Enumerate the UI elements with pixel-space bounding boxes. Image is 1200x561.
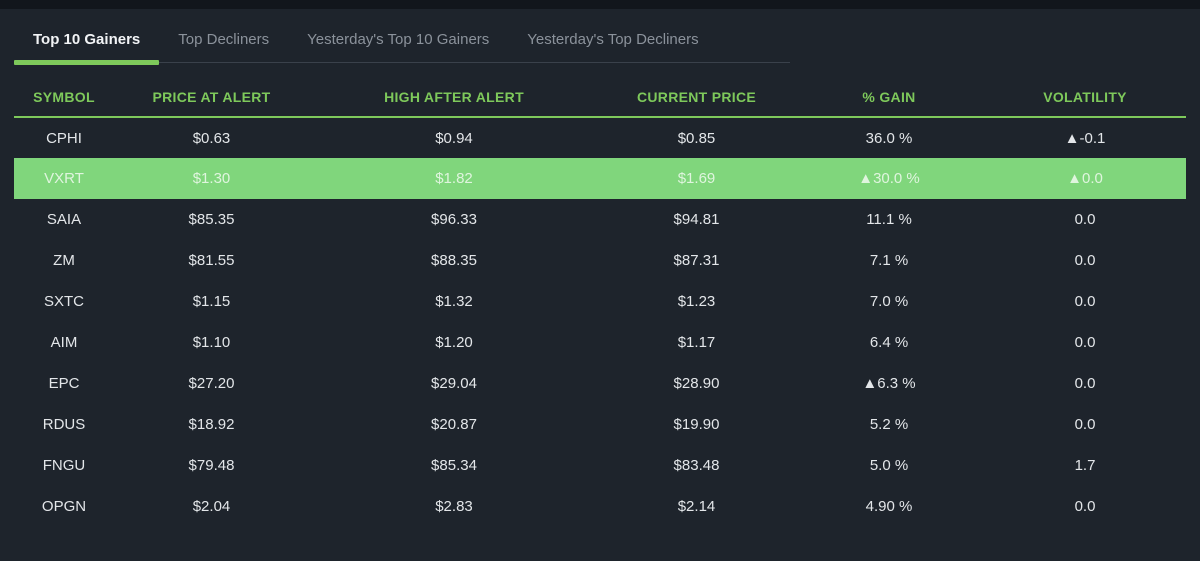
table-row-vxrt[interactable]: VXRT $1.30 $1.82 $1.69 ▲30.0 % ▲0.0: [14, 158, 1186, 199]
cell-gain: 7.1 %: [869, 252, 909, 269]
cell-high-after-alert: $96.33: [431, 211, 477, 228]
cell-price-at-alert: $0.63: [192, 129, 231, 147]
gainers-table: SYMBOL PRICE AT ALERT HIGH AFTER ALERT CURR…: [14, 63, 1186, 527]
cell-current-price: $94.81: [673, 211, 720, 228]
table-row-rdus[interactable]: RDUS $18.92 $20.87 $19.90 5.2 % 0.0: [14, 404, 1186, 445]
cell-high-after-alert: $2.83: [435, 498, 473, 515]
cell-gain: ▲30.0 %: [858, 170, 920, 187]
cell-price-at-alert: $27.20: [188, 375, 235, 392]
cell-symbol: RDUS: [42, 416, 86, 433]
cell-volatility: ▲-0.1: [1064, 129, 1106, 147]
cell-gain: 5.2 %: [869, 416, 909, 433]
cell-current-price: $2.14: [677, 498, 716, 515]
column-header-symbol: SYMBOL: [14, 63, 114, 118]
column-header-volatility: VOLATILITY: [984, 63, 1186, 118]
cell-high-after-alert: $20.87: [431, 416, 477, 433]
cell-gain: 36.0 %: [865, 129, 913, 147]
cell-current-price: $19.90: [673, 416, 720, 433]
table-body: CPHI $0.63 $0.94 $0.85 36.0 % ▲-0.1 VXRT $1.30 $…: [14, 117, 1186, 527]
table-row-zm[interactable]: ZM $81.55 $88.35 $87.31 7.1 % 0.0: [14, 240, 1186, 281]
cell-gain: 4.90 %: [865, 498, 913, 515]
tab-bar: Top 10 Gainers Top Decliners Yesterday's T…: [14, 9, 790, 65]
table-row-fngu[interactable]: FNGU $79.48 $85.34 $83.48 5.0 % 1.7: [14, 445, 1186, 486]
cell-gain: ▲6.3 %: [862, 375, 916, 392]
cell-symbol: AIM: [50, 334, 78, 351]
table-header-row: SYMBOL PRICE AT ALERT HIGH AFTER ALERT CURR…: [14, 63, 1186, 118]
cell-symbol: SAIA: [46, 211, 82, 228]
cell-price-at-alert: $1.10: [192, 334, 231, 351]
cell-current-price: $0.85: [677, 129, 716, 147]
tab-yesterday-s-top-decliners[interactable]: Yesterday's Top Decliners: [527, 31, 699, 48]
cell-high-after-alert: $1.32: [435, 293, 473, 310]
cell-price-at-alert: $79.48: [188, 457, 235, 474]
cell-price-at-alert: $18.92: [188, 416, 235, 433]
cell-symbol: VXRT: [44, 170, 84, 187]
cell-current-price: $1.23: [677, 293, 716, 310]
cell-price-at-alert: $81.55: [188, 252, 235, 269]
cell-price-at-alert: $1.30: [192, 170, 231, 187]
table-row-saia[interactable]: SAIA $85.35 $96.33 $94.81 11.1 % 0.0: [14, 199, 1186, 240]
cell-gain: 7.0 %: [869, 293, 909, 310]
table-row-aim[interactable]: AIM $1.10 $1.20 $1.17 6.4 % 0.0: [14, 322, 1186, 363]
cell-current-price: $87.31: [673, 252, 720, 269]
cell-price-at-alert: $1.15: [192, 293, 231, 310]
table-row-sxtc[interactable]: SXTC $1.15 $1.32 $1.23 7.0 % 0.0: [14, 281, 1186, 322]
cell-price-at-alert: $85.35: [188, 211, 235, 228]
column-header-price-at-alert: PRICE AT ALERT: [114, 63, 309, 118]
cell-high-after-alert: $1.20: [435, 334, 473, 351]
cell-symbol: FNGU: [42, 457, 86, 474]
tab-top-10-gainers[interactable]: Top 10 Gainers: [14, 19, 160, 65]
cell-volatility: 0.0: [1074, 293, 1096, 310]
cell-gain: 6.4 %: [869, 334, 909, 351]
gainers-panel: Top 10 Gainers Top Decliners Yesterday's T…: [0, 9, 1200, 561]
cell-price-at-alert: $2.04: [192, 498, 231, 515]
cell-gain: 5.0 %: [869, 457, 909, 474]
cell-volatility: 0.0: [1074, 498, 1096, 515]
cell-current-price: $28.90: [673, 375, 720, 392]
cell-symbol: OPGN: [41, 498, 87, 515]
cell-symbol: CPHI: [46, 129, 82, 147]
tab-top-decliners[interactable]: Top Decliners: [178, 31, 270, 48]
cell-volatility: ▲0.0: [1067, 170, 1103, 187]
cell-volatility: 1.7: [1074, 457, 1096, 474]
cell-high-after-alert: $88.35: [431, 252, 477, 269]
column-header-gain: % GAIN: [794, 63, 984, 118]
window-top-edge: [0, 0, 1200, 9]
cell-volatility: 0.0: [1074, 416, 1096, 433]
cell-high-after-alert: $85.34: [431, 457, 477, 474]
cell-gain: 11.1 %: [866, 211, 912, 228]
column-header-high-after-alert: HIGH AFTER ALERT: [309, 63, 599, 118]
cell-high-after-alert: $29.04: [431, 375, 477, 392]
tab-yesterday-s-top-10-gainers[interactable]: Yesterday's Top 10 Gainers: [307, 31, 490, 48]
cell-volatility: 0.0: [1074, 334, 1096, 351]
column-header-current-price: CURRENT PRICE: [599, 63, 794, 118]
cell-current-price: $83.48: [673, 457, 720, 474]
cell-volatility: 0.0: [1074, 375, 1096, 392]
cell-symbol: SXTC: [43, 293, 84, 310]
cell-high-after-alert: $1.82: [435, 170, 473, 187]
cell-volatility: 0.0: [1074, 252, 1096, 269]
cell-volatility: 0.0: [1074, 211, 1096, 228]
cell-symbol: EPC: [48, 375, 80, 392]
cell-current-price: $1.17: [677, 334, 716, 351]
table-row-cphi[interactable]: CPHI $0.63 $0.94 $0.85 36.0 % ▲-0.1: [14, 117, 1186, 158]
table-row-epc[interactable]: EPC $27.20 $29.04 $28.90 ▲6.3 % 0.0: [14, 363, 1186, 404]
cell-symbol: ZM: [53, 252, 75, 269]
cell-current-price: $1.69: [677, 170, 716, 187]
table-row-opgn[interactable]: OPGN $2.04 $2.83 $2.14 4.90 % 0.0: [14, 486, 1186, 527]
cell-high-after-alert: $0.94: [435, 129, 473, 147]
